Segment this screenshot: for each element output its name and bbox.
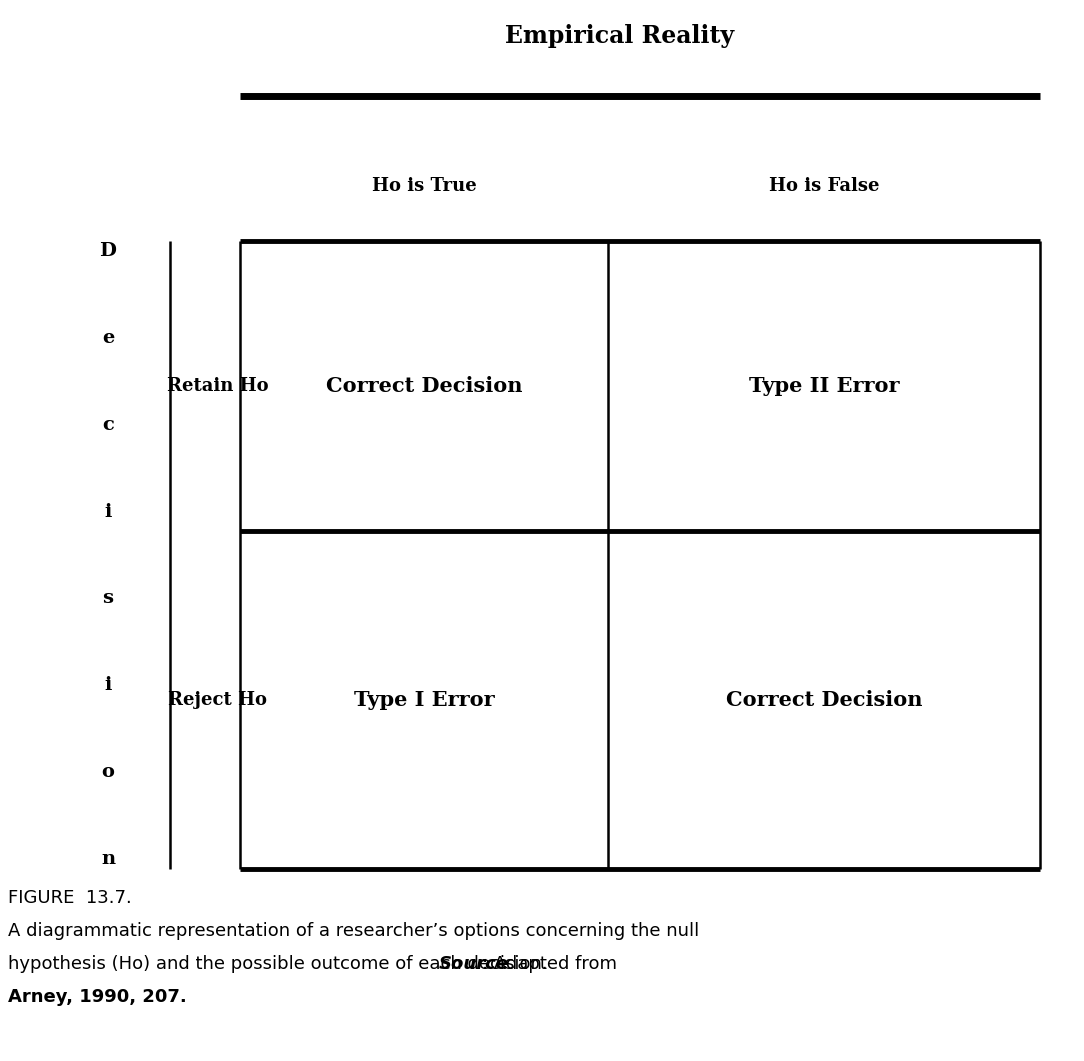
Text: e: e: [102, 329, 114, 347]
Text: i: i: [104, 676, 112, 694]
Text: Ho is False: Ho is False: [769, 177, 879, 195]
Text: Type II Error: Type II Error: [749, 376, 900, 396]
Text: Retain Ho: Retain Ho: [167, 377, 269, 395]
Text: Arney, 1990, 207.: Arney, 1990, 207.: [8, 988, 186, 1006]
Text: Type I Error: Type I Error: [353, 690, 494, 710]
Text: Empirical Reality: Empirical Reality: [505, 24, 735, 48]
Text: s: s: [103, 590, 114, 608]
Text: hypothesis (Ho) and the possible outcome of each decision.: hypothesis (Ho) and the possible outcome…: [8, 955, 553, 973]
Text: i: i: [104, 503, 112, 521]
Text: FIGURE  13.7.: FIGURE 13.7.: [8, 889, 132, 907]
Text: Source: Source: [439, 955, 508, 973]
Text: : Adapted from: : Adapted from: [482, 955, 618, 973]
Text: Reject Ho: Reject Ho: [168, 691, 268, 709]
Text: Correct Decision: Correct Decision: [326, 376, 522, 396]
Text: o: o: [102, 763, 115, 781]
Text: A diagrammatic representation of a researcher’s options concerning the null: A diagrammatic representation of a resea…: [8, 922, 699, 940]
Text: c: c: [102, 416, 114, 434]
Text: Correct Decision: Correct Decision: [726, 690, 922, 710]
Text: D: D: [100, 242, 116, 260]
Text: Ho is True: Ho is True: [372, 177, 476, 195]
Text: n: n: [101, 850, 115, 868]
